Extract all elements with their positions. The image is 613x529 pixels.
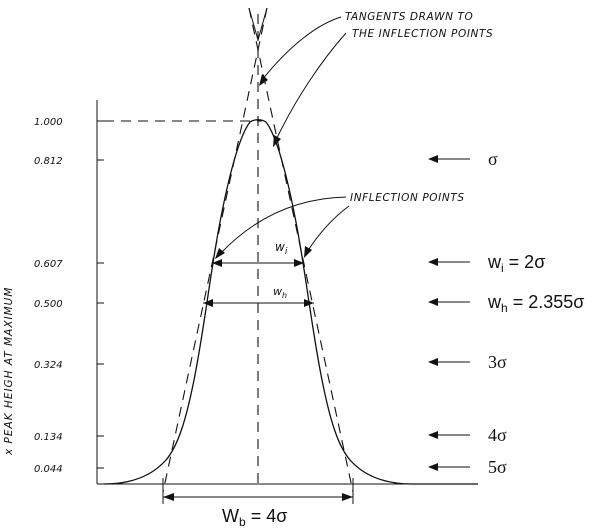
y-ticks [97, 120, 104, 469]
wi-arrow-right [294, 259, 304, 267]
inflection-note: INFLECTION POINTS [350, 192, 465, 204]
label-3sigma: 3σ [488, 352, 507, 372]
wi-label: wi [275, 240, 288, 257]
inflection-arrow-right [306, 205, 350, 253]
tangents-arrowhead-2 [273, 135, 281, 147]
label-wi: wi = 2σ [487, 252, 545, 275]
wh-arrow-right [304, 299, 314, 307]
tangents-arrowhead-1 [259, 74, 268, 86]
arrowhead-5sigma [428, 463, 438, 471]
right-tangent-tip [248, 7, 259, 41]
wb-label: Wb = 4σ [222, 506, 287, 529]
tick-label-0134: 0.134 [34, 432, 63, 443]
tick-label-0500: 0.500 [34, 299, 63, 310]
wi-dimension: wi [212, 240, 304, 267]
tick-label-0044: 0.044 [34, 464, 63, 475]
arrowhead-4sigma [428, 431, 438, 439]
tangents-note-line1: TANGENTS DRAWN TO [345, 11, 473, 23]
wh-arrow-left [203, 299, 213, 307]
gaussian-curve [103, 119, 478, 485]
y-tick-labels: 1.000 0.812 0.607 0.500 0.324 0.134 0.04… [34, 117, 63, 475]
label-5sigma: 5σ [488, 457, 507, 477]
left-tangent-tip [257, 7, 268, 41]
inflection-arrow-left [219, 196, 347, 255]
tick-label-1000: 1.000 [34, 117, 63, 128]
arrowhead-wi [428, 258, 438, 266]
wi-arrow-left [212, 259, 222, 267]
tangents-note-line2: THE INFLECTION POINTS [352, 28, 493, 40]
wb-dimension [162, 478, 354, 504]
inflection-arrowhead-right [304, 246, 312, 258]
wh-dimension: wh [203, 285, 314, 307]
label-sigma: σ [488, 149, 498, 169]
tangents-arrow-2 [275, 32, 347, 141]
wb-arrow-left [163, 493, 174, 501]
arrowhead-3sigma [428, 358, 438, 366]
y-axis-label: x PEAK HEIGH AT MAXIMUM [3, 287, 15, 456]
tick-label-0812: 0.812 [34, 156, 63, 167]
label-4sigma: 4σ [488, 425, 507, 445]
tick-label-0607: 0.607 [34, 259, 63, 270]
label-wh: wh = 2.355σ [487, 292, 584, 315]
tick-label-0324: 0.324 [34, 360, 63, 371]
tangents-arrow-1 [261, 16, 342, 81]
arrowhead-sigma [428, 155, 438, 163]
right-arrows [428, 155, 470, 471]
wb-arrow-right [342, 493, 353, 501]
arrowhead-wh [428, 298, 438, 306]
wh-label: wh [273, 285, 287, 300]
inflection-arrowhead-left [215, 248, 225, 259]
